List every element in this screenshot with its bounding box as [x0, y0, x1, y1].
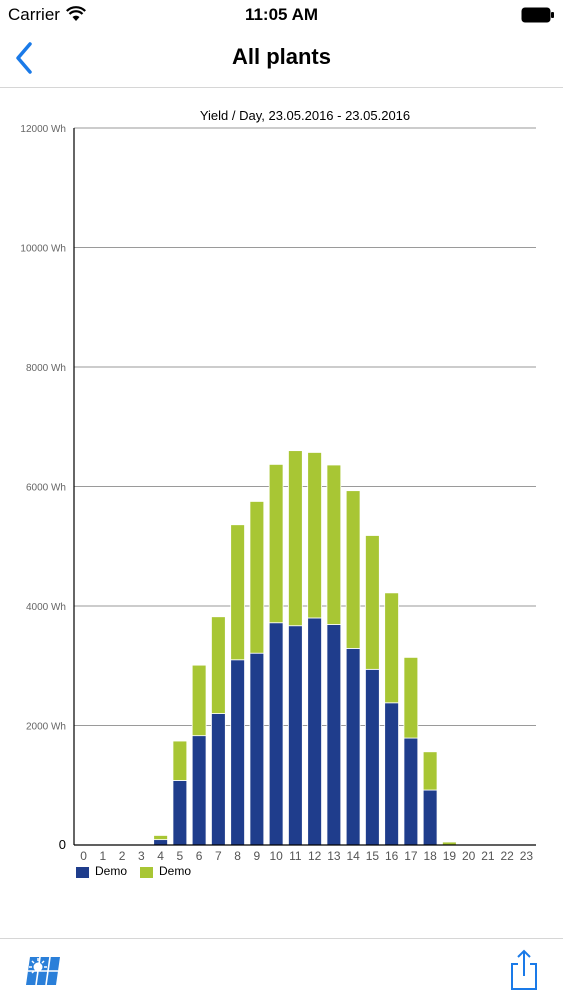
x-tick-label: 10	[269, 849, 283, 863]
chart-svg: Yield / Day, 23.05.2016 - 23.05.20160200…	[20, 108, 536, 878]
solar-panel-icon	[26, 956, 60, 986]
bar-segment	[249, 652, 265, 846]
x-tick-label: 21	[481, 849, 495, 863]
navigation-bar: All plants	[0, 30, 563, 88]
bar-segment	[249, 501, 265, 654]
bar-segment	[307, 617, 322, 846]
legend-label: Demo	[159, 864, 191, 878]
bar-segment	[422, 789, 438, 846]
x-tick-label: 1	[100, 849, 107, 863]
bar-segment	[326, 624, 342, 846]
bar-segment	[211, 616, 226, 714]
bar-segment	[288, 625, 303, 846]
y-tick-label: 12000 Wh	[20, 124, 66, 135]
y-tick-label: 6000 Wh	[26, 483, 66, 494]
bar-segment	[172, 780, 188, 846]
bar-segment	[153, 835, 168, 841]
x-tick-label: 13	[327, 849, 341, 863]
y-tick-label: 2000 Wh	[26, 722, 66, 733]
x-tick-label: 2	[119, 849, 126, 863]
bar-segment	[403, 656, 419, 739]
bar-segment	[422, 751, 438, 791]
bar-segment	[365, 535, 380, 670]
chevron-left-icon	[16, 42, 32, 74]
bar-segment	[365, 668, 380, 846]
x-tick-label: 18	[423, 849, 437, 863]
yield-chart: Yield / Day, 23.05.2016 - 23.05.2016 0 200…	[0, 100, 563, 900]
x-tick-label: 17	[404, 849, 418, 863]
bar-segment	[384, 702, 399, 846]
bar-segment	[191, 664, 207, 737]
x-tick-label: 15	[366, 849, 380, 863]
bar-segment	[191, 735, 207, 846]
battery-icon	[521, 7, 555, 28]
x-tick-label: 7	[215, 849, 222, 863]
y-tick-label: 0	[59, 837, 66, 852]
x-tick-label: 5	[177, 849, 184, 863]
bar-segment	[345, 490, 361, 649]
bar-segment	[384, 592, 399, 704]
bottom-toolbar	[0, 938, 563, 1001]
x-tick-label: 23	[520, 849, 534, 863]
plants-button[interactable]	[24, 953, 62, 989]
bar-segment	[326, 464, 342, 625]
legend-swatch	[76, 867, 89, 878]
back-button[interactable]	[10, 40, 44, 76]
bar-segment	[307, 452, 322, 619]
page-title: All plants	[231, 44, 331, 69]
carrier-label: Carrier	[8, 5, 60, 24]
bar-segment	[268, 622, 284, 846]
legend-label: Demo	[95, 864, 127, 878]
x-tick-label: 14	[346, 849, 360, 863]
x-tick-label: 16	[385, 849, 399, 863]
y-tick-label: 10000 Wh	[20, 244, 66, 255]
bar-segment	[268, 463, 284, 624]
x-tick-label: 8	[234, 849, 241, 863]
status-time: 11:05 AM	[244, 5, 319, 24]
x-tick-label: 12	[308, 849, 322, 863]
legend-swatch	[140, 867, 153, 878]
share-button[interactable]	[509, 949, 539, 991]
y-tick-label: 8000 Wh	[26, 363, 66, 374]
x-tick-label: 6	[196, 849, 203, 863]
y-tick-label: 4000 Wh	[26, 602, 66, 613]
bar-segment	[211, 713, 226, 846]
x-tick-label: 3	[138, 849, 145, 863]
x-tick-label: 22	[500, 849, 514, 863]
x-tick-label: 9	[254, 849, 261, 863]
status-bar: Carrier 11:05 AM	[0, 0, 563, 30]
x-tick-label: 4	[157, 849, 164, 863]
share-icon	[511, 949, 537, 990]
bar-segment	[403, 737, 419, 846]
x-tick-label: 20	[462, 849, 476, 863]
bar-segment	[230, 524, 245, 661]
x-tick-label: 0	[80, 849, 87, 863]
x-tick-label: 11	[289, 849, 302, 863]
bar-segment	[288, 450, 303, 627]
x-tick-label: 19	[443, 849, 457, 863]
bar-segment	[345, 648, 361, 846]
wifi-icon	[66, 6, 86, 27]
bar-segment	[172, 740, 188, 781]
bar-segment	[153, 839, 168, 846]
chart-title: Yield / Day, 23.05.2016 - 23.05.2016	[200, 108, 410, 123]
bar-segment	[230, 659, 245, 846]
